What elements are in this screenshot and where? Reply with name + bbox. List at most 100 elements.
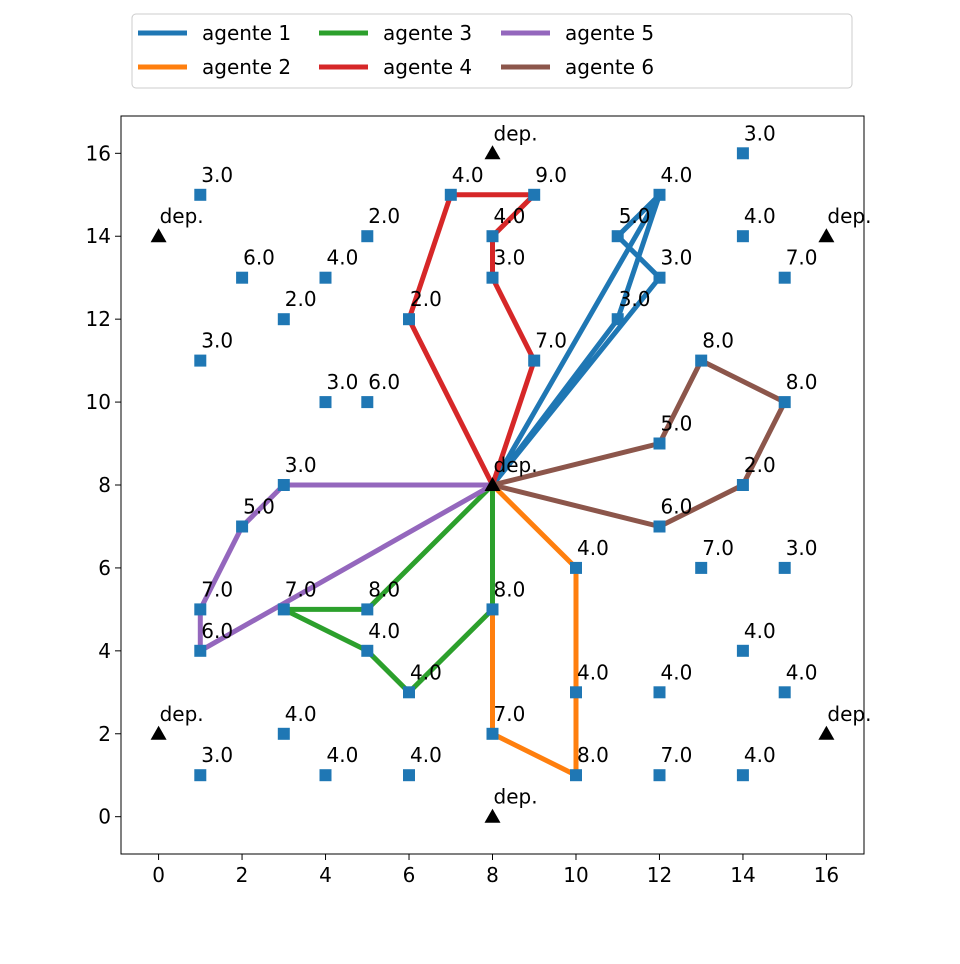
customer-demand-label: 2.0	[410, 287, 442, 311]
customer-marker	[528, 188, 541, 201]
customer-marker	[194, 188, 207, 201]
customer-demand-label: 8.0	[577, 743, 609, 767]
customer-marker	[277, 727, 290, 740]
route-line-agente-4	[406, 192, 537, 487]
y-tick-label: 8	[98, 473, 111, 497]
x-tick-label: 0	[152, 863, 165, 887]
depot-marker	[150, 228, 167, 243]
x-tick-label: 4	[319, 863, 332, 887]
y-tick-label: 14	[86, 224, 111, 248]
customer-demand-label: 4.0	[577, 536, 609, 560]
customer-marker	[653, 686, 666, 699]
depot-label: dep.	[827, 204, 871, 228]
customer-demand-label: 8.0	[786, 370, 818, 394]
customer-demand-label: 7.0	[494, 702, 526, 726]
y-tick-label: 4	[98, 639, 111, 663]
customer-demand-label: 3.0	[327, 370, 359, 394]
legend-label-agente-2: agente 2	[202, 55, 291, 79]
labels-layer: 3.0 6.0 2.0 3.0 4.0 2.0 3.0 6.0 2.0 4.0 9.0 4.0 3.0 7…	[160, 121, 872, 808]
customer-marker	[778, 271, 791, 284]
customer-demand-label: 6.0	[368, 370, 400, 394]
route-line-agente-5	[197, 482, 494, 654]
customer-demand-label: 2.0	[285, 287, 317, 311]
customer-marker	[736, 769, 749, 782]
y-tick-label: 10	[86, 390, 111, 414]
depot-label: dep.	[160, 204, 204, 228]
customer-marker	[736, 644, 749, 657]
customer-demand-label: 7.0	[786, 246, 818, 270]
customer-marker	[611, 313, 624, 326]
x-tick-label: 6	[403, 863, 416, 887]
customer-demand-label: 2.0	[744, 453, 776, 477]
customer-marker	[653, 271, 666, 284]
depot-marker	[484, 477, 501, 491]
customer-demand-label: 8.0	[494, 577, 526, 601]
y-tick-label: 0	[98, 805, 111, 829]
customer-marker	[403, 686, 415, 699]
legend-label-agente-6: agente 6	[565, 55, 654, 79]
customer-demand-label: 4.0	[285, 702, 317, 726]
customer-marker	[194, 644, 207, 657]
customer-marker	[528, 354, 541, 367]
customer-marker	[778, 686, 791, 699]
customer-demand-label: 7.0	[702, 536, 734, 560]
customer-marker	[194, 769, 207, 782]
customer-demand-label: 2.0	[368, 204, 400, 228]
legend-label-agente-3: agente 3	[383, 21, 472, 45]
customer-demand-label: 7.0	[661, 743, 693, 767]
customer-demand-label: 4.0	[494, 204, 526, 228]
customer-marker	[570, 686, 582, 699]
customer-demand-label: 9.0	[535, 163, 567, 187]
customer-marker	[778, 561, 791, 574]
depot-label: dep.	[494, 121, 538, 145]
legend-label-agente-1: agente 1	[202, 21, 291, 45]
customer-demand-label: 7.0	[201, 577, 233, 601]
customer-demand-label: 4.0	[452, 163, 484, 187]
depot-marker	[484, 808, 501, 823]
depot-marker	[484, 145, 501, 160]
customer-demand-label: 4.0	[661, 163, 693, 187]
customer-demand-label: 3.0	[201, 743, 233, 767]
customer-marker	[319, 396, 332, 409]
customer-marker	[653, 520, 666, 533]
customer-demand-label: 4.0	[368, 619, 400, 643]
customer-marker	[319, 271, 332, 284]
customer-demand-label: 6.0	[201, 619, 233, 643]
customer-marker	[570, 561, 582, 574]
customer-marker	[361, 230, 374, 243]
x-tick-label: 10	[563, 863, 588, 887]
customer-marker	[403, 769, 415, 782]
customer-marker	[486, 603, 499, 616]
customer-demand-label: 3.0	[786, 536, 818, 560]
customer-marker	[653, 188, 666, 201]
customer-demand-label: 4.0	[786, 660, 818, 684]
customer-demand-label: 5.0	[243, 495, 275, 519]
customer-demand-label: 4.0	[744, 204, 776, 228]
customer-demand-label: 6.0	[243, 246, 275, 270]
customer-demand-label: 3.0	[661, 246, 693, 270]
legend-label-agente-4: agente 4	[383, 55, 472, 79]
legend-box	[131, 13, 853, 89]
x-tick-label: 14	[730, 863, 755, 887]
depot-marker	[150, 725, 167, 740]
customer-demand-label: 4.0	[661, 660, 693, 684]
customer-demand-label: 6.0	[661, 495, 693, 519]
customer-demand-label: 5.0	[619, 204, 651, 228]
legend-label-agente-5: agente 5	[565, 21, 654, 45]
depot-label: dep.	[494, 453, 538, 477]
customer-demand-label: 3.0	[494, 246, 526, 270]
depot-marker	[818, 228, 835, 243]
depot-label: dep.	[160, 702, 204, 726]
customer-marker	[361, 644, 374, 657]
customer-demand-label: 3.0	[201, 329, 233, 353]
x-tick-label: 16	[814, 863, 839, 887]
customer-demand-label: 3.0	[285, 453, 317, 477]
customer-marker	[695, 561, 708, 574]
customer-marker	[361, 603, 374, 616]
x-tick-label: 8	[486, 863, 499, 887]
y-tick-label: 2	[98, 722, 111, 746]
customer-marker	[194, 354, 207, 367]
customer-marker	[444, 188, 457, 201]
